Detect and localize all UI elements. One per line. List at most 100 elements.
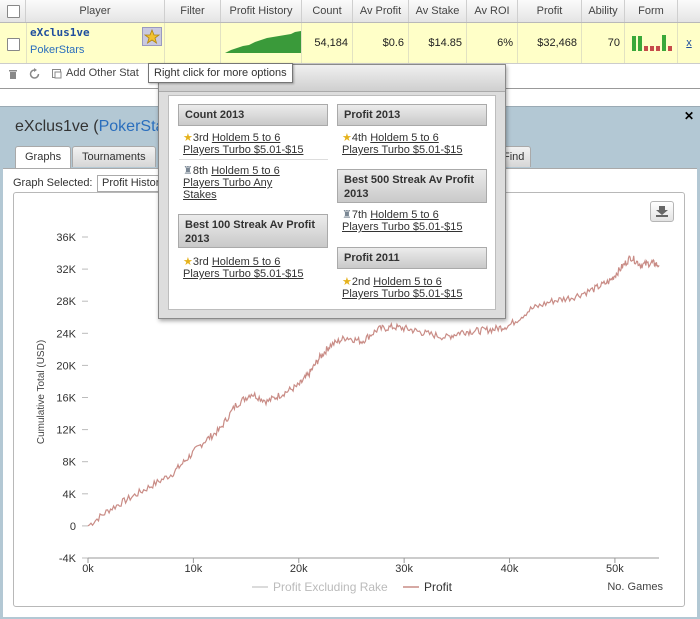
x-tick-label: 10k xyxy=(185,563,203,575)
header-av-roi[interactable]: Av ROI xyxy=(467,0,518,22)
achievement-link[interactable]: Holdem 5 to 6 xyxy=(211,165,280,177)
player-cell xyxy=(26,23,165,63)
context-tooltip: Right click for more options xyxy=(148,63,293,83)
achievement-link[interactable]: Holdem 5 to 6 xyxy=(211,132,281,144)
achievement-rank: 4th xyxy=(351,132,368,144)
add-stat-icon xyxy=(52,69,62,79)
row-checkbox[interactable] xyxy=(7,38,20,51)
achievement-item[interactable]: ★2nd Holdem 5 to 6 Players Turbo $5.01-$… xyxy=(342,276,492,300)
header-profit-history[interactable]: Profit History xyxy=(221,0,302,22)
x-tick-label: 50k xyxy=(606,563,624,575)
achievement-item[interactable]: ♜7th Holdem 5 to 6 Players Turbo $5.01-$… xyxy=(342,209,492,233)
panel-site-link[interactable]: PokerSta xyxy=(98,118,165,135)
header-profit[interactable]: Profit xyxy=(518,0,582,22)
y-tick-label: 12K xyxy=(56,425,76,437)
achievement-item[interactable]: ★3rd Holdem 5 to 6 Players Turbo $5.01-$… xyxy=(183,256,331,280)
achievement-rank: 2nd xyxy=(351,276,371,288)
y-tick-label: 24K xyxy=(56,328,76,340)
achievement-link[interactable]: Players Turbo $5.01-$15 xyxy=(342,144,463,156)
header-form[interactable]: Form xyxy=(625,0,678,22)
achievement-heading: Profit 2011 xyxy=(337,247,487,269)
y-tick-label: 4K xyxy=(63,489,77,501)
header-ability[interactable]: Ability xyxy=(582,0,625,22)
achievement-link[interactable]: Holdem 5 to 6 xyxy=(370,132,439,144)
trophy-icon: ♜ xyxy=(342,209,352,221)
achievement-link[interactable]: Players Turbo $5.01-$15 xyxy=(342,288,463,300)
legend-label-excl-rake: Profit Excluding Rake xyxy=(273,580,388,594)
graph-select[interactable]: Profit History xyxy=(97,175,171,192)
star-icon: ★ xyxy=(342,132,352,144)
achievement-link[interactable]: Players Turbo $5.01-$15 xyxy=(183,144,304,156)
form-chart xyxy=(632,31,672,51)
profit-series-line xyxy=(87,255,660,527)
achievement-rank: 3rd xyxy=(192,256,209,268)
header-av-profit[interactable]: Av Profit xyxy=(353,0,409,22)
y-tick-label: -4K xyxy=(59,553,77,565)
achievement-link[interactable]: Holdem 5 to 6 xyxy=(370,209,439,221)
header-filter[interactable]: Filter xyxy=(165,0,221,22)
achievements-button[interactable] xyxy=(142,27,162,46)
form-bar xyxy=(650,46,654,51)
add-stat-button[interactable]: Add Other Stat xyxy=(66,67,139,79)
x-tick-label: 30k xyxy=(395,563,413,575)
form-bar xyxy=(638,36,642,51)
x-tick-label: 20k xyxy=(290,563,308,575)
achievement-heading: Profit 2013 xyxy=(337,104,487,126)
trash-icon[interactable] xyxy=(8,69,18,80)
achievement-link[interactable]: Players Turbo $5.01-$15 xyxy=(342,221,463,233)
legend-label-profit: Profit xyxy=(424,580,453,594)
form-bar xyxy=(632,36,636,51)
ability-cell: 70 xyxy=(582,23,625,63)
achievement-link[interactable]: Stakes xyxy=(183,189,217,201)
y-tick-label: 36K xyxy=(56,232,76,244)
refresh-icon[interactable] xyxy=(29,68,40,80)
achievement-link[interactable]: Players Turbo Any xyxy=(183,177,273,189)
form-bar xyxy=(662,35,666,51)
achievements-popup: Count 2013 ★3rd Holdem 5 to 6 Players Tu… xyxy=(158,64,506,319)
av-roi-cell: 6% xyxy=(467,23,518,63)
achievement-rank: 7th xyxy=(351,209,368,221)
achievement-item[interactable]: ★3rd Holdem 5 to 6 Players Turbo $5.01-$… xyxy=(183,132,331,156)
achievement-rank: 3rd xyxy=(192,132,209,144)
y-tick-label: 0 xyxy=(70,521,76,533)
tab-graphs[interactable]: Graphs xyxy=(15,146,72,168)
achievement-link[interactable]: Holdem 5 to 6 xyxy=(373,276,442,288)
download-button[interactable] xyxy=(650,201,674,222)
panel-title: eXclus1ve (PokerSta xyxy=(15,118,164,136)
panel-title-paren: ( xyxy=(88,118,99,135)
header-av-stake[interactable]: Av Stake xyxy=(409,0,467,22)
achievement-item[interactable]: ♜8th Holdem 5 to 6 Players Turbo Any Sta… xyxy=(183,165,331,201)
header-player[interactable]: Player xyxy=(26,0,165,22)
achievement-heading: Best 100 Streak Av Profit 2013 xyxy=(178,214,328,248)
table-row[interactable]: 54,184 $0.6 $14.85 6% $32,468 70 x xyxy=(0,23,700,64)
table-header: Player Filter Profit History Count Av Pr… xyxy=(0,0,700,23)
remove-row-link[interactable]: x xyxy=(686,37,692,49)
header-select-cell xyxy=(0,0,26,22)
achievement-link[interactable]: Holdem 5 to 6 xyxy=(211,256,281,268)
achievement-rank: 8th xyxy=(192,165,209,177)
x-axis-title: No. Games xyxy=(607,581,663,593)
close-icon[interactable]: ✕ xyxy=(684,109,695,123)
popup-body: Count 2013 ★3rd Holdem 5 to 6 Players Tu… xyxy=(168,95,496,310)
profit-sparkline xyxy=(225,31,301,53)
y-tick-label: 20K xyxy=(56,360,76,372)
player-name-link[interactable]: eXclus1ve xyxy=(30,26,90,39)
star-icon: ★ xyxy=(342,276,352,288)
download-icon xyxy=(656,206,668,217)
achievement-link[interactable]: Players Turbo $5.01-$15 xyxy=(183,268,304,280)
y-tick-label: 28K xyxy=(56,296,76,308)
achievement-heading: Best 500 Streak Av Profit 2013 xyxy=(337,169,487,203)
achievement-item[interactable]: ★4th Holdem 5 to 6 Players Turbo $5.01-$… xyxy=(342,132,492,156)
select-all-checkbox[interactable] xyxy=(7,5,20,18)
star-icon: ★ xyxy=(183,256,193,268)
tab-tournaments[interactable]: Tournaments xyxy=(72,146,156,167)
results-table: Player Filter Profit History Count Av Pr… xyxy=(0,0,700,89)
player-site-link[interactable]: PokerStars xyxy=(30,44,85,56)
av-profit-cell: $0.6 xyxy=(353,23,409,63)
y-axis-title: Cumulative Total (USD) xyxy=(36,340,47,444)
panel-player-name: eXclus1ve xyxy=(15,118,89,135)
achievement-heading: Count 2013 xyxy=(178,104,328,126)
header-count[interactable]: Count xyxy=(302,0,353,22)
trophy-icon: ♜ xyxy=(183,165,193,177)
